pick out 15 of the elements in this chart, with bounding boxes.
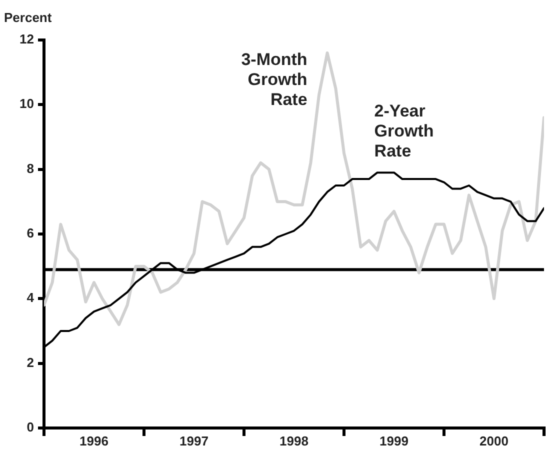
x-tick-label: 2000 [480,433,508,448]
y-tick-label: 8 [26,160,34,176]
y-tick-label: 0 [26,420,34,435]
x-tick-label: 1998 [280,433,308,448]
series-label: 2-Year Growth Rate [374,102,434,161]
y-tick-label: 10 [20,96,34,112]
x-tick-label: 1997 [180,433,208,448]
y-axis-title: Percent [4,10,52,25]
x-tick-label: 1996 [80,433,108,448]
y-tick-label: 4 [26,290,35,306]
y-tick-label: 12 [20,32,34,47]
y-tick-label: 2 [26,354,34,370]
x-tick-label: 1999 [380,433,408,448]
y-tick-label: 6 [26,226,34,241]
series-label: 3-Month Growth Rate [241,50,308,109]
